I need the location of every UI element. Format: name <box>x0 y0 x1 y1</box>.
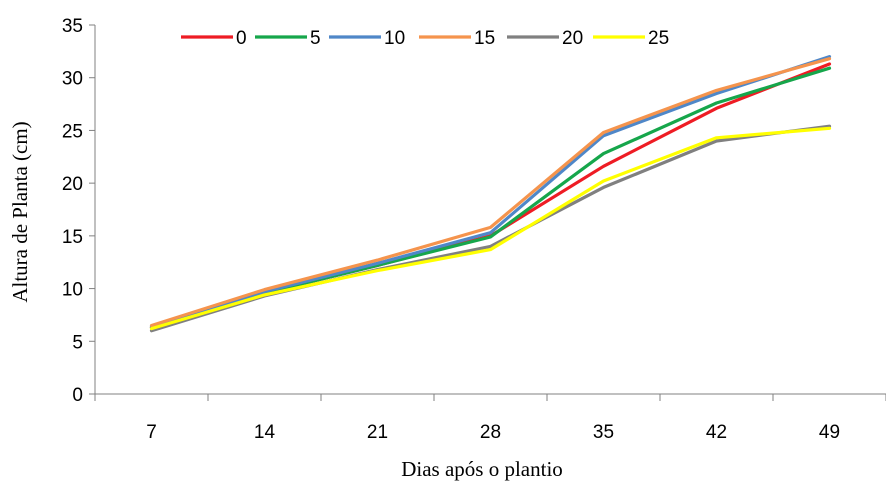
y-tick-label: 0 <box>72 385 83 406</box>
series-line-5 <box>149 66 832 330</box>
x-tick-label: 35 <box>593 422 614 443</box>
y-tick-label: 5 <box>72 332 83 353</box>
y-tick-label: 15 <box>62 227 83 248</box>
series-line-10 <box>149 54 832 329</box>
series-line-15 <box>149 57 832 328</box>
y-axis-title: Altura de Planta (cm) <box>8 121 32 302</box>
series-line-0 <box>149 62 832 330</box>
y-tick-label: 35 <box>62 16 83 37</box>
legend-label-15: 15 <box>474 28 495 49</box>
x-tick-label: 21 <box>367 422 388 443</box>
series-lines <box>149 54 832 333</box>
x-tick-label: 14 <box>254 422 276 443</box>
legend: 0 5 10 15 20 25 <box>181 28 669 49</box>
y-tick-label: 10 <box>62 280 83 301</box>
series-line-25 <box>149 126 832 331</box>
y-tick-label: 20 <box>62 174 83 195</box>
legend-label-25: 25 <box>648 28 669 49</box>
y-tick-label: 25 <box>62 121 83 142</box>
legend-label-10: 10 <box>384 28 405 49</box>
x-tick-label: 49 <box>819 422 840 443</box>
x-tick-label: 7 <box>146 422 157 443</box>
x-axis-title: Dias após o plantio <box>401 457 563 481</box>
y-tick-label: 30 <box>62 69 83 90</box>
legend-label-0: 0 <box>236 28 247 49</box>
legend-label-5: 5 <box>310 28 321 49</box>
x-tick-label: 28 <box>480 422 501 443</box>
axes: 0 5 10 15 20 25 30 35 7 14 21 28 35 42 49 <box>62 16 886 443</box>
x-tick-label: 42 <box>706 422 727 443</box>
legend-label-20: 20 <box>562 28 583 49</box>
